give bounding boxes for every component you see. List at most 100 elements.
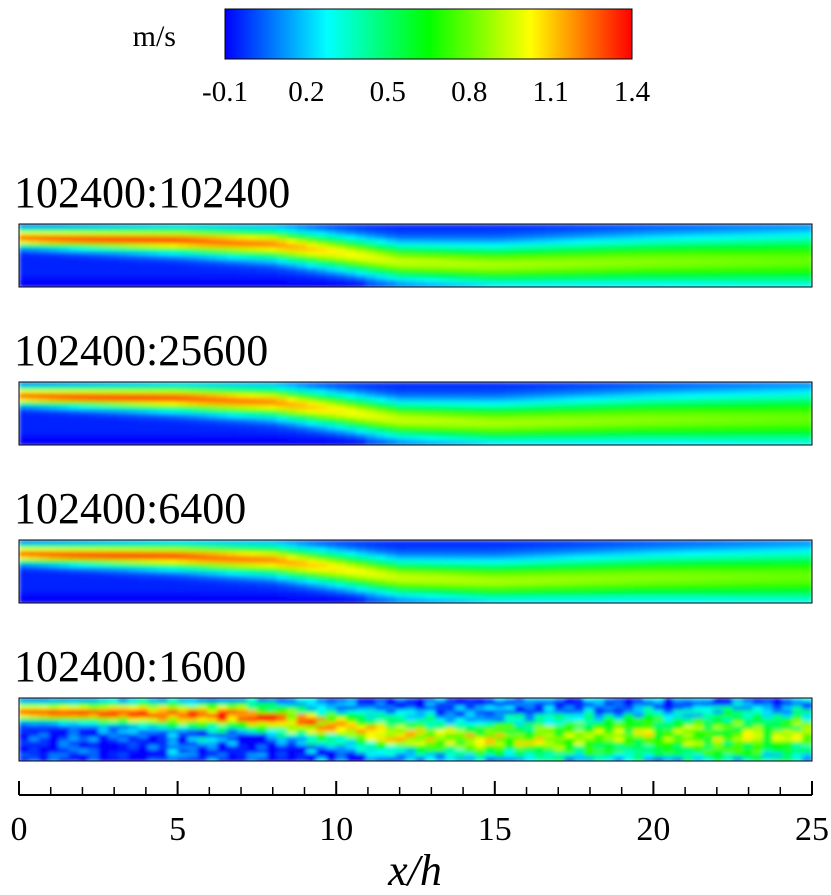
velocity-cell — [28, 385, 40, 391]
velocity-cell — [207, 239, 219, 245]
velocity-cell — [316, 433, 328, 438]
velocity-cell — [455, 587, 466, 592]
velocity-cell — [326, 563, 337, 569]
velocity-cell — [237, 757, 248, 761]
velocity-cell — [445, 227, 456, 233]
velocity-cell — [78, 243, 90, 249]
velocity-cell — [306, 235, 318, 241]
velocity-cell — [167, 271, 179, 276]
velocity-cell — [207, 271, 219, 276]
velocity-cell — [762, 441, 774, 445]
velocity-cell — [633, 235, 645, 241]
velocity-cell — [564, 579, 575, 585]
velocity-cell — [306, 413, 318, 419]
velocity-cell — [88, 405, 100, 411]
velocity-cell — [623, 713, 635, 719]
velocity-cell — [197, 385, 209, 391]
velocity-cell — [425, 729, 437, 735]
velocity-cell — [494, 547, 506, 553]
velocity-cell — [712, 405, 724, 411]
velocity-cell — [524, 749, 536, 754]
velocity-cell — [752, 429, 764, 434]
velocity-cell — [792, 271, 803, 276]
velocity-cell — [336, 425, 347, 431]
velocity-cell — [802, 401, 812, 407]
velocity-cell — [256, 389, 268, 395]
velocity-cell — [653, 271, 665, 276]
velocity-cell — [544, 701, 556, 707]
velocity-cell — [98, 733, 110, 739]
velocity-cell — [752, 441, 764, 445]
velocity-cell — [693, 271, 704, 276]
velocity-cell — [197, 283, 209, 287]
velocity-cell — [504, 540, 516, 545]
velocity-cell — [435, 698, 447, 703]
velocity-cell — [48, 224, 60, 229]
velocity-cell — [484, 733, 496, 739]
velocity-cell — [336, 725, 347, 731]
velocity-cell — [593, 271, 605, 276]
velocity-cell — [395, 583, 407, 589]
velocity-cell — [702, 267, 714, 273]
velocity-cell — [772, 283, 784, 287]
velocity-cell — [167, 701, 179, 707]
velocity-cell — [544, 433, 556, 438]
velocity-cell — [693, 713, 704, 719]
velocity-cell — [564, 259, 575, 265]
velocity-cell — [346, 733, 357, 739]
velocity-cell — [455, 425, 466, 431]
velocity-cell — [762, 571, 774, 577]
velocity-cell — [326, 543, 337, 549]
velocity-cell — [167, 540, 179, 545]
velocity-cell — [633, 231, 645, 237]
velocity-cell — [336, 263, 347, 269]
velocity-cell — [534, 401, 546, 407]
velocity-cell — [266, 551, 278, 557]
velocity-cell — [693, 385, 704, 391]
velocity-cell — [286, 275, 298, 280]
velocity-cell — [157, 698, 169, 703]
velocity-cell — [306, 587, 318, 592]
velocity-cell — [276, 271, 288, 276]
velocity-cell — [177, 547, 189, 553]
velocity-cell — [28, 733, 40, 739]
velocity-cell — [395, 705, 407, 711]
velocity-cell — [217, 721, 228, 727]
velocity-cell — [772, 397, 784, 403]
velocity-cell — [246, 587, 258, 592]
velocity-cell — [266, 393, 278, 399]
velocity-cell — [19, 421, 30, 427]
velocity-cell — [316, 417, 328, 423]
velocity-cell — [653, 595, 665, 600]
velocity-cell — [286, 717, 298, 723]
velocity-cell — [702, 283, 714, 287]
velocity-cell — [653, 259, 665, 265]
velocity-cell — [346, 224, 357, 229]
velocity-cell — [108, 227, 119, 233]
colorbar-ticks: -0.1 0.2 0.5 0.8 1.1 1.4 — [202, 76, 651, 108]
velocity-cell — [643, 698, 655, 703]
velocity-cell — [633, 733, 645, 739]
velocity-cell — [306, 405, 318, 411]
velocity-cell — [38, 247, 50, 253]
velocity-cell — [484, 405, 496, 411]
velocity-cell — [246, 555, 258, 561]
velocity-cell — [702, 421, 714, 427]
velocity-cell — [177, 595, 189, 600]
velocity-cell — [514, 749, 526, 754]
velocity-cell — [177, 421, 189, 427]
velocity-cell — [574, 709, 585, 715]
velocity-cell — [88, 239, 100, 245]
velocity-cell — [425, 741, 437, 747]
velocity-cell — [227, 283, 238, 287]
velocity-cell — [395, 757, 407, 761]
velocity-cell — [306, 540, 318, 545]
velocity-cell — [246, 231, 258, 237]
velocity-cell — [147, 757, 159, 761]
velocity-cell — [425, 595, 437, 600]
velocity-cell — [365, 543, 377, 549]
velocity-cell — [663, 725, 675, 731]
velocity-cell — [19, 267, 30, 273]
velocity-cell — [306, 421, 318, 427]
velocity-cell — [147, 713, 159, 719]
